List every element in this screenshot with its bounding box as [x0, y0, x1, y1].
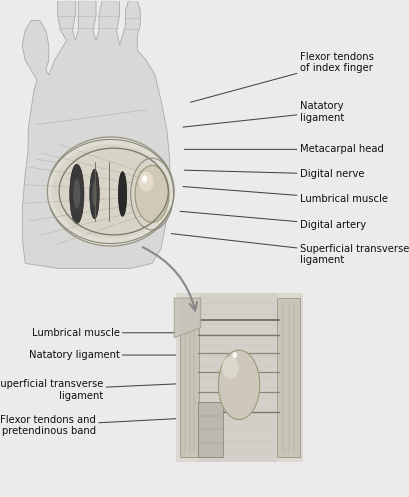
Ellipse shape — [135, 166, 169, 223]
Text: Lumbrical muscle: Lumbrical muscle — [31, 328, 189, 338]
Ellipse shape — [47, 137, 174, 246]
Ellipse shape — [70, 164, 84, 224]
Ellipse shape — [218, 350, 260, 419]
Text: Flexor tendons
of index finger: Flexor tendons of index finger — [191, 52, 373, 102]
Ellipse shape — [92, 181, 97, 206]
Ellipse shape — [119, 171, 127, 216]
Ellipse shape — [90, 169, 99, 219]
Ellipse shape — [52, 145, 170, 239]
Text: Metacarpal head: Metacarpal head — [184, 144, 384, 155]
Ellipse shape — [142, 175, 147, 183]
Ellipse shape — [222, 356, 238, 379]
Bar — [199, 293, 277, 462]
Bar — [176, 293, 303, 462]
Text: Lumbrical muscle: Lumbrical muscle — [183, 186, 388, 204]
Text: Natatory ligament: Natatory ligament — [29, 350, 189, 360]
Text: Digital nerve: Digital nerve — [184, 169, 364, 179]
Polygon shape — [198, 402, 223, 457]
Polygon shape — [277, 298, 299, 457]
Ellipse shape — [139, 171, 153, 191]
Text: Digital artery: Digital artery — [180, 211, 366, 230]
Polygon shape — [180, 298, 199, 457]
Text: Natatory
ligament: Natatory ligament — [183, 101, 344, 127]
Text: Superficial transverse
ligament: Superficial transverse ligament — [171, 234, 409, 265]
Polygon shape — [174, 298, 201, 337]
Text: Flexor tendons and
pretendinous band: Flexor tendons and pretendinous band — [0, 414, 189, 436]
Ellipse shape — [73, 179, 80, 209]
Ellipse shape — [232, 352, 237, 358]
Polygon shape — [22, 0, 170, 268]
Text: Superficial transverse
ligament: Superficial transverse ligament — [0, 379, 189, 401]
